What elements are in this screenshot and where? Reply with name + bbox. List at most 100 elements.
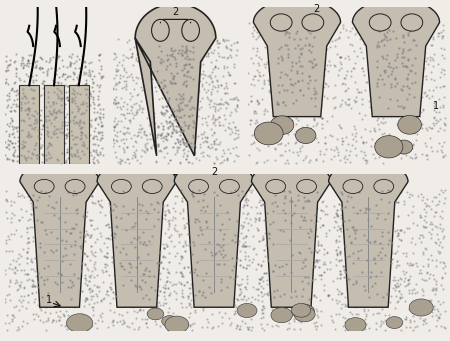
Point [27, 211, 35, 217]
Circle shape [398, 115, 422, 134]
Point [418, 302, 425, 308]
Point [190, 303, 197, 309]
Point [219, 54, 226, 60]
Point [296, 316, 303, 321]
Point [337, 55, 344, 60]
Point [436, 222, 443, 227]
Point [302, 304, 309, 309]
Point [144, 51, 151, 57]
Point [63, 134, 71, 139]
Point [441, 115, 448, 120]
Point [301, 101, 308, 106]
Point [230, 281, 238, 287]
Point [385, 70, 392, 75]
Point [220, 236, 227, 241]
Point [319, 222, 326, 227]
Point [2, 249, 9, 254]
Point [8, 198, 15, 203]
Point [428, 26, 435, 31]
Text: 1: 1 [432, 101, 439, 111]
Point [192, 145, 199, 150]
Point [165, 55, 172, 61]
Point [86, 286, 93, 292]
Point [310, 123, 317, 129]
Point [219, 252, 226, 258]
Point [150, 206, 158, 212]
Point [341, 82, 348, 87]
Point [436, 104, 444, 109]
Point [189, 49, 196, 55]
Point [89, 193, 96, 199]
Point [120, 57, 127, 63]
Point [144, 197, 152, 203]
Point [439, 299, 446, 305]
Point [183, 82, 190, 87]
Point [159, 43, 166, 49]
Point [346, 149, 354, 154]
Point [122, 81, 130, 87]
Point [435, 242, 442, 248]
Point [158, 103, 166, 109]
Point [93, 109, 100, 115]
Point [90, 79, 97, 85]
Point [190, 132, 197, 137]
Point [138, 243, 145, 249]
Point [223, 156, 230, 162]
Point [374, 209, 382, 214]
Point [68, 100, 75, 105]
Point [359, 285, 366, 291]
Point [45, 129, 52, 135]
Point [305, 85, 312, 91]
Point [38, 126, 45, 131]
Point [18, 146, 25, 151]
Point [315, 257, 323, 263]
Point [189, 124, 197, 130]
Point [282, 71, 289, 76]
Point [208, 296, 216, 301]
Point [276, 115, 283, 120]
Point [109, 244, 117, 249]
Point [94, 121, 101, 127]
Point [89, 135, 96, 141]
Point [202, 286, 209, 291]
Point [124, 156, 131, 162]
Point [166, 305, 173, 311]
Point [117, 258, 124, 264]
Point [277, 288, 284, 293]
Point [376, 28, 383, 33]
Point [20, 144, 27, 149]
Point [292, 239, 300, 245]
Point [428, 42, 435, 47]
Point [436, 240, 443, 245]
Point [266, 221, 274, 227]
Point [279, 124, 286, 129]
Point [137, 224, 144, 230]
Point [73, 210, 81, 216]
Circle shape [292, 303, 311, 317]
Point [256, 210, 264, 216]
Point [48, 229, 55, 235]
Point [173, 61, 180, 66]
Point [154, 144, 162, 149]
Point [144, 196, 152, 202]
Point [346, 261, 354, 266]
Point [321, 261, 328, 266]
Point [184, 124, 191, 130]
Point [233, 127, 240, 133]
Point [101, 254, 108, 259]
Point [128, 105, 135, 110]
Point [8, 318, 15, 324]
Point [430, 114, 437, 119]
Point [303, 154, 310, 159]
Point [63, 228, 70, 233]
Point [341, 219, 348, 224]
Point [306, 198, 313, 204]
Point [190, 242, 198, 248]
Point [60, 253, 67, 258]
Point [432, 120, 440, 125]
Point [199, 75, 207, 81]
Point [67, 277, 74, 282]
Circle shape [386, 316, 403, 328]
Point [27, 217, 34, 222]
Point [439, 23, 446, 28]
